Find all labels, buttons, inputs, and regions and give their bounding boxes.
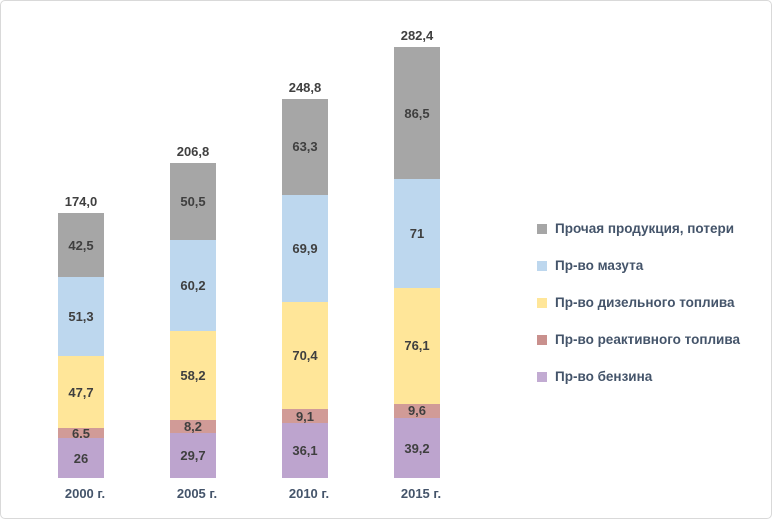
legend-swatch-icon — [537, 335, 547, 345]
bar-segment: 9,6 — [394, 403, 440, 419]
legend-item-label: Пр-во дизельного топлива — [555, 295, 735, 311]
bar-segment: 50,5 — [170, 162, 216, 240]
legend-swatch-icon — [537, 224, 547, 234]
bar-total-label: 282,4 — [400, 28, 434, 44]
bar-segment: 47,7 — [58, 355, 104, 429]
legend-swatch-icon — [537, 261, 547, 271]
bar-segment: 9,1 — [282, 409, 328, 423]
legend-item: Пр-во реактивного топлива — [537, 332, 740, 348]
bar-segment: 42,5 — [58, 212, 104, 278]
bar-segment: 6,5 — [58, 427, 104, 440]
legend-item-label: Пр-во реактивного топлива — [555, 332, 740, 348]
x-axis-label: 2000 г. — [64, 486, 106, 501]
bar-column: 50,5 60,2 58,2 8,2 29,7 — [170, 162, 216, 478]
bar-segment: 39,2 — [394, 418, 440, 478]
bar-segment: 63,3 — [282, 98, 328, 196]
bar-total-label: 174,0 — [64, 193, 98, 209]
bar-segment: 69,9 — [282, 195, 328, 302]
bar-segment: 36,1 — [282, 422, 328, 478]
legend-item: Пр-во дизельного топлива — [537, 295, 740, 311]
plot-area: 42,5 51,3 47,7 6,5 26 174,0 2000 г. 50,5 60,2 58,… — [1, 1, 521, 518]
x-axis-label: 2005 г. — [176, 486, 218, 501]
legend-swatch-icon — [537, 298, 547, 308]
bar-column: 42,5 51,3 47,7 6,5 26 — [58, 212, 104, 478]
legend-item: Прочая продукция, потери — [537, 221, 740, 237]
bar-segment: 60,2 — [170, 239, 216, 332]
bar-segment: 26 — [58, 438, 104, 478]
x-axis-label: 2015 г. — [400, 486, 442, 501]
bar-segment: 29,7 — [170, 432, 216, 478]
bar-segment: 76,1 — [394, 287, 440, 404]
legend-item-label: Прочая продукция, потери — [555, 221, 735, 237]
bar-segment: 8,2 — [170, 420, 216, 433]
legend-item-label: Пр-во бензина — [555, 369, 653, 385]
x-axis-label: 2010 г. — [288, 486, 330, 501]
legend-item: Пр-во бензина — [537, 369, 740, 385]
bar-segment: 71 — [394, 179, 440, 288]
bar-column: 86,5 71 76,1 9,6 39,2 — [394, 47, 440, 478]
legend-swatch-icon — [537, 372, 547, 382]
bar-segment: 58,2 — [170, 331, 216, 421]
bar-total-label: 248,8 — [288, 79, 322, 95]
bar-segment: 70,4 — [282, 301, 328, 410]
bar-segment: 86,5 — [394, 47, 440, 180]
bar-total-label: 206,8 — [176, 143, 210, 159]
legend-item-label: Пр-во мазута — [555, 258, 644, 274]
legend-item: Пр-во мазута — [537, 258, 740, 274]
bar-column: 63,3 69,9 70,4 9,1 36,1 — [282, 98, 328, 478]
bar-segment: 51,3 — [58, 277, 104, 356]
legend: Прочая продукция, потери Пр-во мазута Пр… — [537, 221, 740, 408]
